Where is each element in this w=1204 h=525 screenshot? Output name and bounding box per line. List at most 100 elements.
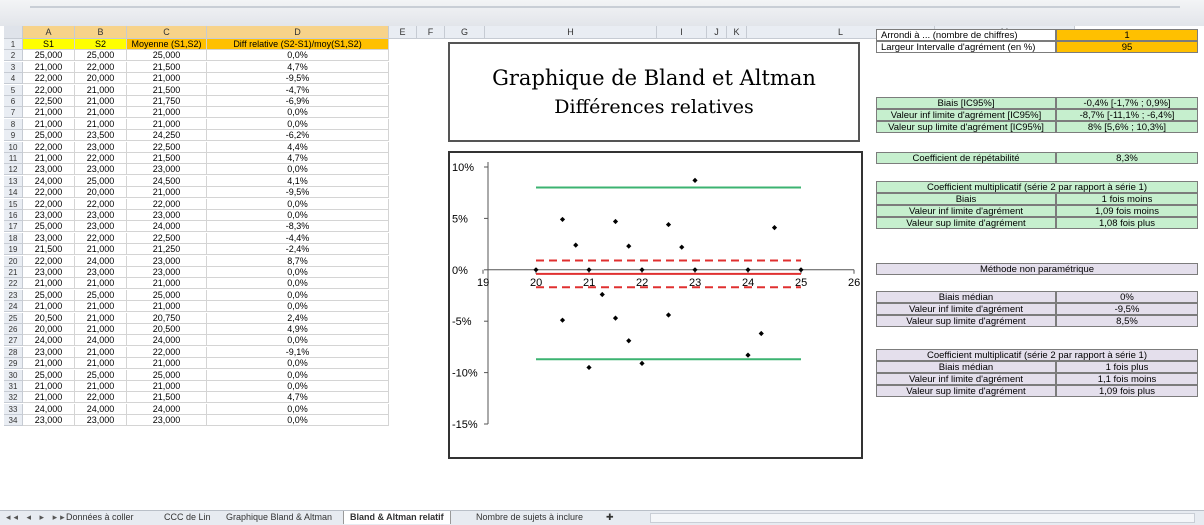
table-cell[interactable]: 22,000 [75,153,127,164]
table-cell[interactable]: -9,5% [207,73,389,85]
sheet-nav-buttons[interactable]: ◂◂ ◂ ▸ ▸▸ [6,512,68,522]
settings-arrondi[interactable]: 1 [1056,29,1198,41]
table-cell[interactable]: 20,000 [23,324,75,335]
settings-arrondi[interactable]: Arrondi à ... (nombre de chiffres) [876,29,1056,41]
table-cell[interactable]: 0,0% [207,50,389,62]
column-title-cell[interactable]: S2 [75,39,127,50]
table-cell[interactable]: 24,000 [23,403,75,415]
table-cell[interactable]: 21,000 [75,324,127,335]
biais-table-row[interactable]: -0,4% [-1,7% ; 0,9%] [1056,97,1198,109]
formula-bar[interactable] [30,6,1180,8]
table-cell[interactable]: 8,7% [207,255,389,267]
mult1-row[interactable]: Valeur inf limite d'agrément [876,205,1056,217]
table-cell[interactable]: 23,000 [75,141,127,153]
table-cell[interactable]: 25,000 [127,289,207,301]
table-cell[interactable]: 22,000 [75,61,127,73]
row-header[interactable]: 26 [4,324,23,335]
table-cell[interactable]: 22,000 [75,198,127,210]
table-cell[interactable]: 21,000 [127,107,207,119]
sheet-tab[interactable]: Données à coller [66,512,134,522]
table-cell[interactable]: 0,0% [207,301,389,313]
nonparam-row[interactable]: Biais médian [876,291,1056,303]
table-cell[interactable]: 21,000 [23,381,75,392]
row-header[interactable]: 29 [4,358,23,370]
table-cell[interactable]: 24,000 [23,175,75,187]
table-cell[interactable]: 0,0% [207,164,389,176]
table-cell[interactable]: 23,000 [75,415,127,427]
settings-largeur[interactable]: Largeur Intervalle d'agrément (en %) [876,41,1056,53]
column-header-D[interactable]: D [207,26,389,39]
table-cell[interactable]: 21,000 [75,96,127,107]
table-cell[interactable]: 21,000 [127,73,207,85]
column-title-cell[interactable]: Moyenne (S1,S2) [127,39,207,50]
table-cell[interactable]: 21,000 [23,301,75,313]
row-header[interactable]: 9 [4,130,23,142]
table-cell[interactable]: 23,000 [23,232,75,244]
row-header[interactable]: 18 [4,232,23,244]
table-cell[interactable]: 25,000 [23,369,75,381]
table-cell[interactable]: 21,000 [75,301,127,313]
table-cell[interactable]: 23,000 [127,415,207,427]
row-header[interactable]: 33 [4,403,23,415]
mult1-row[interactable]: 1,08 fois plus [1056,217,1198,229]
table-cell[interactable]: 25,000 [23,50,75,62]
table-cell[interactable]: 25,000 [75,175,127,187]
row-header[interactable]: 4 [4,73,23,85]
table-cell[interactable]: 23,500 [75,130,127,142]
row-header[interactable]: 12 [4,164,23,176]
row-header[interactable]: 5 [4,84,23,96]
row-header[interactable]: 31 [4,381,23,392]
nonparam-row[interactable]: 0% [1056,291,1198,303]
row-header[interactable]: 13 [4,175,23,187]
table-cell[interactable]: 21,000 [75,244,127,256]
table-cell[interactable]: -6,2% [207,130,389,142]
table-cell[interactable]: 23,000 [23,346,75,358]
sheet-tab[interactable]: Bland & Altman relatif [343,511,451,524]
table-cell[interactable]: 22,000 [75,392,127,404]
row-header[interactable]: 25 [4,312,23,324]
table-cell[interactable]: 24,000 [75,403,127,415]
table-cell[interactable]: 0,0% [207,381,389,392]
row-header[interactable]: 8 [4,118,23,130]
table-cell[interactable]: 0,0% [207,118,389,130]
table-cell[interactable]: 22,000 [23,187,75,199]
table-cell[interactable]: 21,750 [127,96,207,107]
table-cell[interactable]: 21,000 [127,187,207,199]
table-cell[interactable]: -6,9% [207,96,389,107]
horizontal-scrollbar[interactable] [650,513,1195,523]
table-cell[interactable]: 21,000 [127,358,207,370]
table-cell[interactable]: 23,000 [75,221,127,233]
table-cell[interactable]: 22,500 [127,141,207,153]
table-cell[interactable]: 20,000 [75,73,127,85]
table-cell[interactable]: -2,4% [207,244,389,256]
sheet-tab[interactable]: Nombre de sujets à inclure [476,512,584,522]
table-cell[interactable]: 22,500 [23,96,75,107]
table-cell[interactable]: 23,000 [23,267,75,278]
nonparam-row[interactable]: Valeur sup limite d'agrément [876,315,1056,327]
table-cell[interactable]: 22,000 [127,346,207,358]
row-header[interactable]: 21 [4,267,23,278]
table-cell[interactable]: 21,000 [75,84,127,96]
row-header[interactable]: 10 [4,141,23,153]
table-cell[interactable]: 21,000 [75,346,127,358]
sheet-tab[interactable]: CCC de Lin [164,512,211,522]
table-cell[interactable]: 23,000 [127,210,207,221]
row-header[interactable]: 34 [4,415,23,427]
table-cell[interactable]: 21,000 [23,153,75,164]
row-header[interactable]: 22 [4,278,23,290]
row-header[interactable]: 23 [4,289,23,301]
table-cell[interactable]: 25,000 [75,369,127,381]
biais-table-row[interactable]: Biais [IC95%] [876,97,1056,109]
mult2-row[interactable]: Valeur sup limite d'agrément [876,385,1056,397]
table-cell[interactable]: 23,000 [23,164,75,176]
table-cell[interactable]: 21,000 [23,118,75,130]
column-header-K[interactable]: K [727,26,747,39]
table-cell[interactable]: 0,0% [207,358,389,370]
row-header[interactable]: 27 [4,335,23,347]
table-cell[interactable]: 24,500 [127,175,207,187]
table-cell[interactable]: 23,000 [75,210,127,221]
row-header[interactable]: 7 [4,107,23,119]
table-cell[interactable]: 21,000 [75,118,127,130]
table-cell[interactable]: 21,000 [23,358,75,370]
biais-table-row[interactable]: 8% [5,6% ; 10,3%] [1056,121,1198,133]
